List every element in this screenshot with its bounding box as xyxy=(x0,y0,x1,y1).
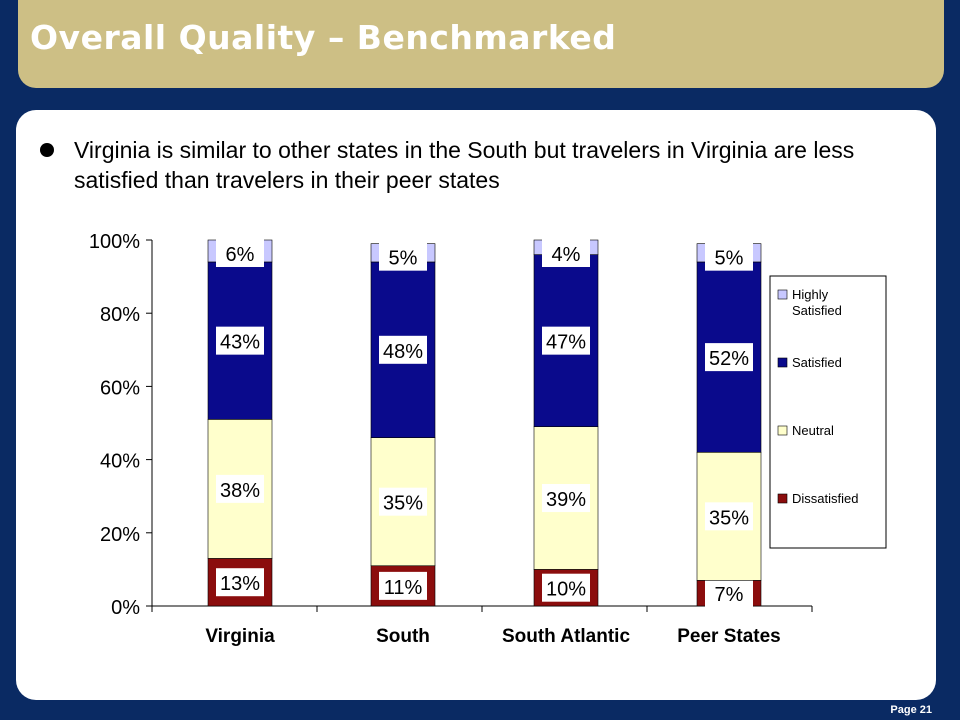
y-tick-label: 80% xyxy=(100,304,140,326)
data-label-box xyxy=(379,487,427,516)
x-category-label: South Atlantic xyxy=(502,626,630,647)
legend-label: Highly Satisfied xyxy=(792,287,842,318)
data-label: 52% xyxy=(709,348,749,370)
data-label: 6% xyxy=(226,244,255,266)
data-label: 4% xyxy=(552,244,581,266)
data-label-box xyxy=(379,242,427,271)
title-band xyxy=(18,0,944,88)
data-label: 35% xyxy=(383,493,423,515)
data-label: 11% xyxy=(384,577,423,599)
data-label: 35% xyxy=(709,507,749,529)
page-number: Page 21 xyxy=(890,704,932,716)
data-label: 10% xyxy=(546,579,586,601)
legend-swatch xyxy=(777,289,788,300)
legend-label: Dissatisfied xyxy=(792,491,858,506)
bullet-dot-icon xyxy=(40,143,54,157)
legend-swatch xyxy=(777,493,788,504)
data-label-box xyxy=(379,571,427,600)
data-label: 5% xyxy=(389,248,418,270)
legend-label: Neutral xyxy=(792,423,834,438)
x-category-label: Peer States xyxy=(677,626,781,647)
y-tick-label: 20% xyxy=(100,524,140,546)
data-label: 48% xyxy=(383,341,423,363)
data-label-box xyxy=(542,573,590,602)
data-label-box xyxy=(216,326,264,355)
x-category-label: South xyxy=(376,626,430,647)
data-label: 38% xyxy=(220,480,260,502)
data-label: 47% xyxy=(546,332,586,354)
data-label-box xyxy=(216,239,264,267)
data-label: 43% xyxy=(220,332,260,354)
data-label-box xyxy=(542,326,590,355)
legend-swatch xyxy=(777,425,788,436)
slide-title: Overall Quality – Benchmarked xyxy=(30,18,617,57)
y-tick-label: 100% xyxy=(89,231,140,253)
data-label-box xyxy=(705,242,753,271)
y-tick-label: 0% xyxy=(111,597,140,619)
legend-swatch xyxy=(777,357,788,368)
data-label: 13% xyxy=(220,573,260,595)
data-label-box xyxy=(542,484,590,513)
data-label-box xyxy=(379,335,427,364)
data-label-box xyxy=(705,502,753,531)
legend-label: Satisfied xyxy=(792,355,842,370)
data-label-box xyxy=(216,474,264,503)
y-tick-label: 40% xyxy=(100,451,140,473)
data-label-box xyxy=(216,568,264,597)
data-label-box xyxy=(705,579,753,608)
data-label: 7% xyxy=(715,584,744,606)
data-label-box xyxy=(705,343,753,372)
data-label: 39% xyxy=(546,489,586,511)
data-label: 5% xyxy=(715,248,744,270)
legend-box xyxy=(769,275,887,549)
y-tick-label: 60% xyxy=(100,377,140,399)
data-label-box xyxy=(542,239,590,267)
bullet-text: Virginia is similar to other states in t… xyxy=(74,137,855,193)
x-category-label: Virginia xyxy=(205,626,275,647)
